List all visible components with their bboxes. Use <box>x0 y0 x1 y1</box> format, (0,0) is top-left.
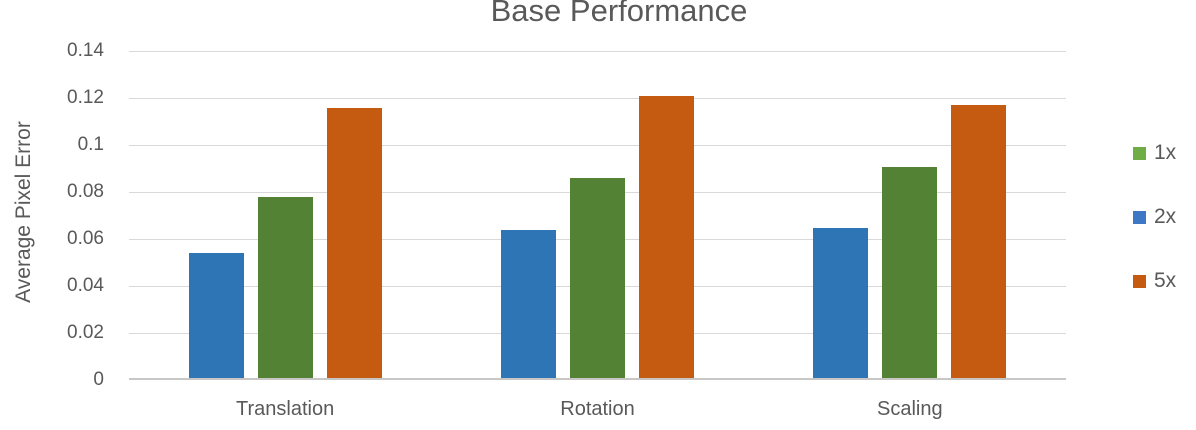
legend-item-1x: 1x <box>1133 140 1176 166</box>
y-tick-label: 0.06 <box>67 228 104 249</box>
bar-5x-rotation <box>639 96 694 378</box>
legend-item-5x: 5x <box>1133 268 1176 294</box>
y-tick-label: 0.12 <box>67 87 104 108</box>
gridline <box>129 98 1066 99</box>
y-tick-label: 0.14 <box>67 40 104 61</box>
legend-swatch-2x <box>1133 210 1146 224</box>
bar-1x-rotation <box>570 178 625 378</box>
plot-area <box>129 51 1066 380</box>
legend-label: 2x <box>1154 205 1177 228</box>
x-axis-label-translation: Translation <box>236 398 335 420</box>
bar-5x-translation <box>326 107 382 378</box>
bar-1x-scaling <box>882 166 938 378</box>
bar-2x-scaling <box>813 227 869 378</box>
x-axis-label-rotation: Rotation <box>560 398 635 420</box>
y-tick-label: 0 <box>93 369 104 390</box>
gridline <box>129 145 1066 146</box>
legend-item-2x: 2x <box>1133 204 1176 230</box>
legend-label: 1x <box>1154 141 1177 164</box>
y-tick-label: 0.08 <box>67 181 104 202</box>
bar-5x-scaling <box>951 105 1007 378</box>
y-tick-label: 0.02 <box>67 322 104 343</box>
x-axis-label-scaling: Scaling <box>877 398 943 420</box>
legend-label: 5x <box>1154 269 1177 292</box>
legend-swatch-5x <box>1133 274 1146 288</box>
y-tick-label: 0.1 <box>77 134 104 155</box>
y-tick-label: 0.04 <box>67 275 104 296</box>
bar-2x-rotation <box>501 229 556 378</box>
bar-1x-translation <box>257 197 313 378</box>
legend-swatch-1x <box>1133 146 1146 160</box>
chart-title: Base Performance <box>490 0 748 28</box>
bar-2x-translation <box>188 253 244 378</box>
gridline <box>129 51 1066 52</box>
